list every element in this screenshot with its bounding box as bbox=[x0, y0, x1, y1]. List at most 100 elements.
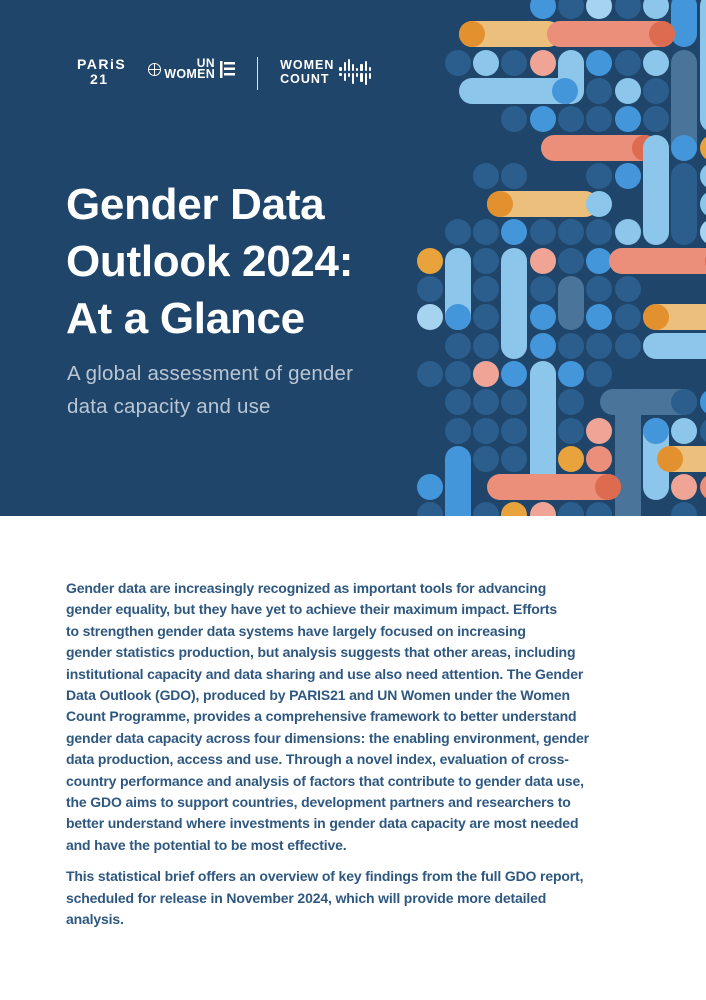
pattern-dot bbox=[552, 77, 579, 104]
pattern-dot bbox=[586, 332, 613, 359]
un-women-line2: WOMEN bbox=[164, 67, 216, 82]
pattern-dot bbox=[699, 219, 706, 246]
pattern-pill bbox=[458, 21, 562, 48]
pattern-dot bbox=[558, 389, 584, 416]
pattern-dot bbox=[501, 389, 528, 416]
pattern-dot bbox=[501, 502, 528, 516]
pattern-dot bbox=[501, 219, 528, 246]
pattern-dot bbox=[444, 417, 471, 444]
un-emblem-icon bbox=[148, 63, 162, 77]
pattern-pill bbox=[642, 134, 669, 246]
pattern-dot bbox=[444, 360, 471, 387]
pattern-dot bbox=[501, 106, 528, 133]
paris21-wordmark-top: PARiS bbox=[77, 56, 127, 72]
pattern-dot bbox=[416, 304, 443, 331]
pattern-dot bbox=[416, 474, 443, 501]
logo-paris21: PARiS 21 bbox=[77, 57, 126, 86]
pattern-dot bbox=[444, 332, 471, 359]
pattern-dot bbox=[614, 276, 641, 302]
pattern-dot bbox=[586, 77, 613, 104]
pattern-dot bbox=[586, 49, 613, 76]
logo-row: PARiS 21 UN WOMEN WOMEN COUNT bbox=[77, 57, 371, 90]
pattern-dot bbox=[614, 49, 641, 76]
pattern-pill bbox=[487, 191, 599, 218]
pattern-dot bbox=[501, 417, 528, 444]
pattern-dot bbox=[473, 360, 500, 387]
pattern-dot bbox=[501, 445, 528, 472]
pattern-dot bbox=[558, 247, 584, 274]
pattern-pill bbox=[444, 445, 471, 516]
pattern-dot bbox=[586, 219, 613, 246]
pattern-dot bbox=[558, 106, 584, 133]
pattern-dot bbox=[529, 332, 556, 359]
women-count-line1: WOMEN bbox=[280, 58, 335, 72]
pattern-dot bbox=[444, 389, 471, 416]
pattern-pill bbox=[671, 49, 698, 161]
pattern-dot bbox=[473, 162, 500, 189]
intro-paragraph: Gender data are increasingly recognized … bbox=[66, 580, 589, 853]
pattern-pill bbox=[558, 276, 584, 331]
page-subtitle: A global assessment of gender data capaci… bbox=[67, 362, 354, 418]
pattern-dot bbox=[416, 502, 443, 516]
pattern-dot bbox=[501, 162, 528, 189]
pattern-dot bbox=[614, 332, 641, 359]
pattern-dot bbox=[558, 445, 584, 472]
pattern-pill bbox=[558, 49, 584, 104]
pattern-dot bbox=[458, 21, 485, 48]
pattern-dot bbox=[614, 106, 641, 133]
pattern-dot bbox=[473, 389, 500, 416]
pattern-dot bbox=[614, 77, 641, 104]
pattern-dot bbox=[444, 219, 471, 246]
pattern-pill bbox=[642, 417, 669, 501]
pattern-dot bbox=[444, 49, 471, 76]
pattern-dot bbox=[487, 191, 514, 218]
women-count-wordmark: WOMEN COUNT bbox=[280, 58, 334, 87]
pattern-dot bbox=[614, 0, 641, 19]
page-title: Gender Data Outlook 2024: At a Glance bbox=[66, 180, 354, 343]
pattern-dot bbox=[614, 304, 641, 331]
pattern-dot bbox=[529, 0, 556, 19]
pattern-dot bbox=[529, 106, 556, 133]
pattern-dot bbox=[529, 247, 556, 274]
pattern-dot bbox=[594, 474, 621, 501]
pattern-dot bbox=[529, 276, 556, 302]
un-women-flag-icon bbox=[220, 61, 236, 79]
pattern-pill bbox=[642, 304, 706, 331]
release-note-paragraph: This statistical brief offers an overvie… bbox=[66, 868, 584, 928]
pattern-dot bbox=[444, 304, 471, 331]
pattern-dot bbox=[648, 21, 675, 48]
logo-un-women: UN WOMEN bbox=[148, 57, 236, 82]
pattern-dot bbox=[473, 332, 500, 359]
pattern-dot bbox=[642, 0, 669, 19]
pattern-pill bbox=[600, 389, 698, 416]
pattern-dot bbox=[699, 389, 706, 416]
pattern-dot bbox=[642, 417, 669, 444]
pattern-dot bbox=[586, 360, 613, 387]
pattern-dot bbox=[631, 134, 658, 161]
paris21-wordmark-bottom: 21 bbox=[90, 71, 109, 87]
pattern-dot bbox=[529, 49, 556, 76]
pattern-pill bbox=[671, 162, 698, 246]
pattern-dot bbox=[558, 332, 584, 359]
logo-divider bbox=[257, 57, 259, 90]
pattern-dot bbox=[586, 417, 613, 444]
pattern-pill bbox=[541, 134, 658, 161]
body-content: Gender data are increasingly recognized … bbox=[66, 578, 589, 931]
pattern-dot bbox=[586, 276, 613, 302]
pattern-dot bbox=[586, 247, 613, 274]
pattern-dot bbox=[558, 417, 584, 444]
pattern-dot bbox=[416, 276, 443, 302]
pattern-dot bbox=[558, 0, 584, 19]
pattern-dot bbox=[558, 502, 584, 516]
pattern-pill bbox=[458, 77, 579, 104]
pattern-dot bbox=[416, 247, 443, 274]
women-count-bars-icon bbox=[339, 59, 371, 86]
pattern-dot bbox=[671, 502, 698, 516]
pattern-dot bbox=[671, 389, 698, 416]
pattern-dot bbox=[642, 77, 669, 104]
pattern-dot bbox=[473, 417, 500, 444]
pattern-pill bbox=[546, 21, 675, 48]
pattern-dot bbox=[671, 474, 698, 501]
pattern-dot bbox=[586, 304, 613, 331]
